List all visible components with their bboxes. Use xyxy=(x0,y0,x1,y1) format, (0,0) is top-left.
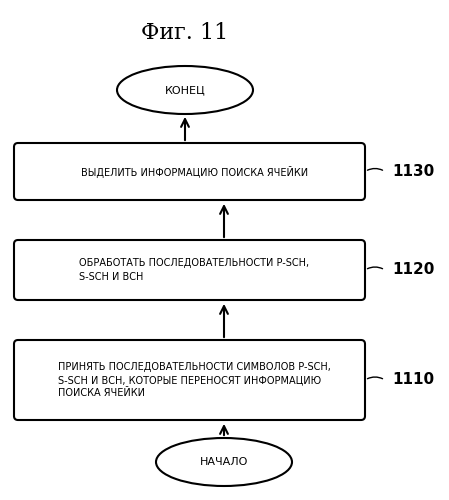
Ellipse shape xyxy=(117,66,253,114)
Text: ВЫДЕЛИТЬ ИНФОРМАЦИЮ ПОИСКА ЯЧЕЙКИ: ВЫДЕЛИТЬ ИНФОРМАЦИЮ ПОИСКА ЯЧЕЙКИ xyxy=(81,166,308,177)
Text: 1120: 1120 xyxy=(392,262,434,278)
Text: КОНЕЦ: КОНЕЦ xyxy=(165,85,205,95)
Text: ПРИНЯТЬ ПОСЛЕДОВАТЕЛЬНОСТИ СИМВОЛОВ P-SCH,
S-SCH И ВСН, КОТОРЫЕ ПЕРЕНОСЯТ ИНФОРМ: ПРИНЯТЬ ПОСЛЕДОВАТЕЛЬНОСТИ СИМВОЛОВ P-SC… xyxy=(58,362,331,398)
FancyBboxPatch shape xyxy=(14,240,365,300)
Text: 1110: 1110 xyxy=(392,372,434,388)
Text: НАЧАЛО: НАЧАЛО xyxy=(200,457,248,467)
Ellipse shape xyxy=(156,438,292,486)
Text: ОБРАБОТАТЬ ПОСЛЕДОВАТЕЛЬНОСТИ P-SCH,
S-SCH И ВСН: ОБРАБОТАТЬ ПОСЛЕДОВАТЕЛЬНОСТИ P-SCH, S-S… xyxy=(79,258,309,281)
FancyBboxPatch shape xyxy=(14,340,365,420)
Text: Фиг. 11: Фиг. 11 xyxy=(141,22,229,44)
FancyBboxPatch shape xyxy=(14,143,365,200)
Text: 1130: 1130 xyxy=(392,164,434,179)
